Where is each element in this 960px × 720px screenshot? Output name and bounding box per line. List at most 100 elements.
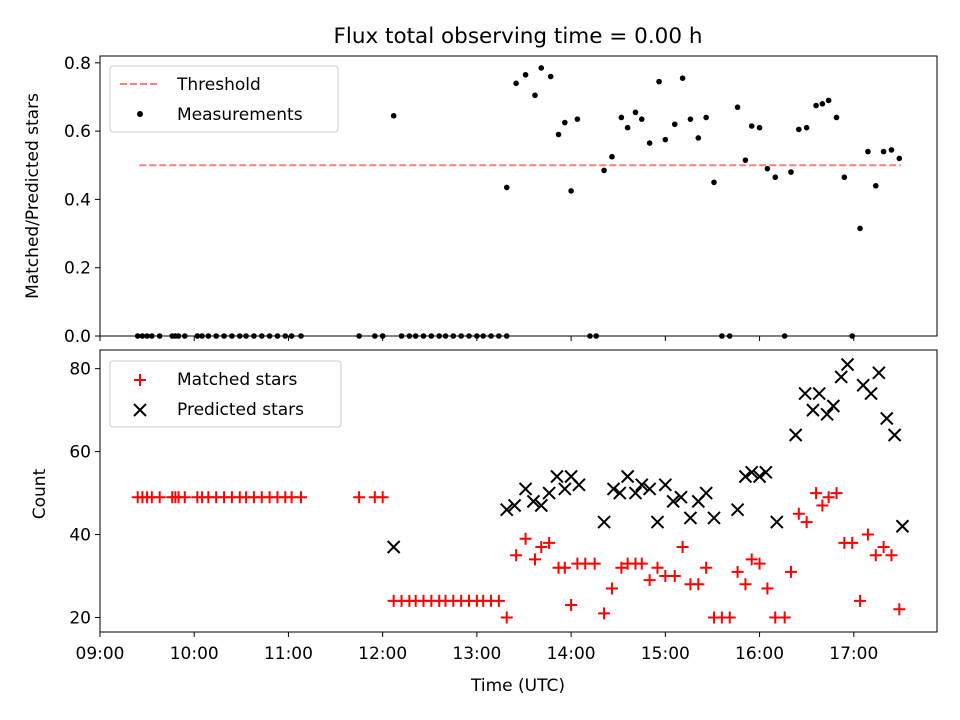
matched-star-point: [877, 540, 890, 553]
measurement-point: [574, 116, 581, 122]
predicted-star-point: [642, 482, 657, 496]
legend-predicted-label: Predicted stars: [177, 400, 304, 420]
x-tick-label: 11:00: [264, 644, 313, 664]
matched-star-point: [822, 491, 835, 504]
matched-star-point: [535, 540, 548, 553]
predicted-star-point: [658, 478, 673, 492]
top-axes-frame: [99, 55, 938, 337]
measurement-point: [813, 102, 819, 109]
measurement-point: [532, 92, 538, 99]
matched-star-point: [893, 603, 906, 616]
predicted-star-point: [597, 515, 611, 529]
bottom-legend: Matched stars Predicted stars: [109, 360, 342, 428]
measurement-point: [896, 155, 903, 162]
predicted-star-point: [606, 482, 621, 496]
measurement-point: [803, 124, 810, 131]
x-tick-label: 14:00: [547, 644, 596, 664]
bottom-legend-box: [109, 360, 342, 428]
matched-star-point: [854, 594, 867, 607]
matched-star-point: [178, 491, 191, 504]
measurement-point: [513, 80, 519, 87]
measurement-point: [638, 116, 645, 122]
x-tick-label: 15:00: [641, 644, 690, 664]
matched-star-point: [651, 561, 664, 574]
predicted-star-point: [752, 469, 767, 484]
matched-star-point: [753, 557, 766, 570]
top-y-tick-label: 0.0: [64, 327, 91, 347]
matched-star-point: [492, 594, 505, 607]
predicted-star-point: [864, 386, 878, 401]
predicted-star-point: [812, 386, 826, 401]
measurement-point: [662, 136, 669, 143]
matched-star-point: [692, 578, 705, 591]
bottom-y-tick-label: 40: [69, 526, 91, 546]
matched-star-point: [376, 491, 389, 504]
matched-star-point: [778, 611, 791, 624]
predicted-star-point: [674, 490, 688, 504]
matched-star-point: [598, 607, 611, 620]
measurement-point: [819, 101, 826, 107]
matched-star-point: [723, 611, 736, 624]
measurement-point: [888, 147, 895, 153]
measurement-point: [880, 148, 887, 155]
measurement-point: [872, 182, 879, 189]
predicted-star-point: [572, 478, 586, 492]
matched-star-point: [676, 540, 689, 553]
predicted-star-point: [887, 428, 902, 442]
legend-threshold-label: Threshold: [176, 75, 261, 95]
matched-star-point: [861, 528, 874, 541]
matched-star-point: [830, 487, 843, 500]
measurement-point: [825, 97, 832, 104]
measurement-point: [687, 116, 694, 122]
predicted-star-point: [707, 511, 721, 525]
x-tick-label: 16:00: [735, 644, 784, 664]
top-y-tick-label: 0.8: [64, 54, 91, 74]
matched-star-point: [816, 499, 829, 512]
measurement-point: [833, 114, 840, 121]
x-tick-label: 17:00: [829, 644, 878, 664]
top-legend: Threshold Measurements: [109, 65, 339, 133]
bottom-panel: 20 40 60 80 09:00 10:00 11:00 12:00 13:00 14:00 1…: [30, 349, 938, 696]
measurement-point: [703, 114, 709, 121]
matched-star-point: [792, 507, 805, 520]
measurement-point: [562, 119, 568, 126]
predicted-star-point: [788, 428, 803, 442]
measurement-point: [734, 104, 741, 111]
matched-star-point: [731, 565, 744, 578]
bottom-y-axis-ticks: 20 40 60 80: [69, 360, 100, 628]
chart-title: Flux total observing time = 0.00 h: [334, 24, 703, 49]
predicted-star-point: [738, 469, 753, 484]
measurement-point: [671, 121, 678, 128]
legend-matched-swatch: [134, 374, 146, 386]
matched-star-point: [668, 570, 681, 583]
measurement-point: [742, 157, 749, 163]
top-x-axis-ticks: [99, 336, 855, 341]
matched-star-point: [558, 561, 571, 574]
measurement-point: [555, 131, 562, 138]
x-tick-label: 09:00: [76, 644, 125, 664]
predicted-star-point: [507, 498, 522, 513]
measurement-point: [711, 179, 717, 186]
predicted-star-point: [759, 465, 773, 480]
measurement-point: [865, 148, 871, 155]
measurement-point: [764, 165, 771, 172]
legend-measurements-swatch: [137, 111, 143, 117]
matched-star-point: [700, 561, 713, 574]
measurement-point: [679, 75, 686, 81]
matched-star-point: [761, 582, 774, 595]
predicted-star-point: [699, 486, 713, 500]
predicted-star-point: [534, 498, 548, 513]
matched-star-point: [810, 487, 823, 500]
x-axis-label: Time (UTC): [470, 676, 565, 696]
matched-star-point: [869, 549, 882, 562]
predicted-star-point: [650, 515, 665, 529]
matched-star-point: [295, 491, 308, 504]
top-y-axis-ticks: 0.0 0.2 0.4 0.6 0.8: [64, 54, 100, 347]
matched-star-point: [885, 549, 898, 562]
matched-star-point: [565, 599, 578, 612]
measurement-point: [390, 112, 397, 119]
predicted-star-point: [613, 486, 627, 500]
bottom-y-tick-label: 60: [69, 443, 91, 463]
matched-star-point: [745, 553, 758, 566]
